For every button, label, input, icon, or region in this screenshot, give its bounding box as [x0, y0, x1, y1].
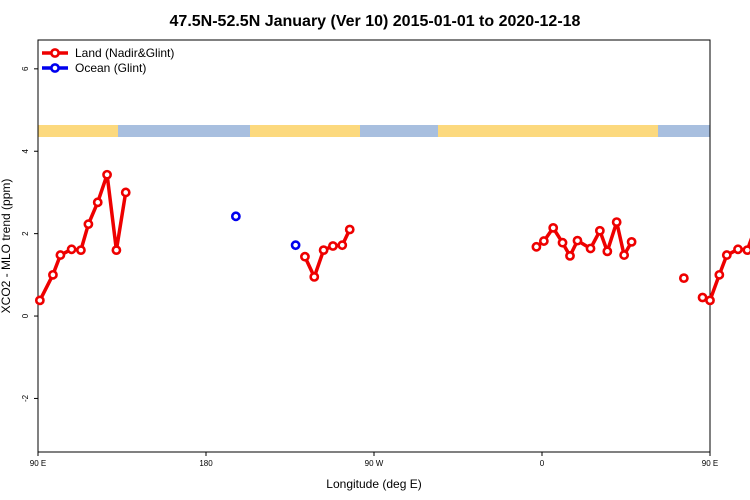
data-point [230, 211, 241, 222]
y-ticks: -2 0 2 4 6 [21, 66, 38, 402]
data-point [611, 217, 622, 228]
data-point [678, 273, 689, 284]
y-tick-label: 6 [21, 66, 30, 71]
y-tick-label: 2 [21, 231, 30, 236]
data-point [83, 219, 94, 230]
data-point [55, 250, 66, 260]
data-point [721, 250, 732, 260]
x-tick-label: 90 E [702, 459, 718, 468]
data-point [742, 245, 750, 256]
landmask-band [250, 125, 360, 137]
x-tick-label: 180 [199, 459, 213, 468]
series-line [38, 172, 128, 302]
data-point [66, 244, 77, 255]
series-ocean [230, 211, 301, 251]
legend-swatch-marker [50, 48, 60, 58]
landmask-strip [38, 125, 710, 137]
data-point [531, 241, 542, 252]
legend-swatch-marker [50, 63, 60, 73]
data-point [76, 245, 86, 256]
data-point [92, 197, 103, 208]
data-point [594, 225, 605, 236]
x-tick-label: 0 [540, 459, 545, 468]
legend-label: Ocean (Glint) [75, 61, 146, 75]
landmask-band [360, 125, 438, 137]
data-point [337, 240, 348, 251]
data-point [309, 271, 320, 282]
data-point [585, 243, 596, 254]
x-tick-label: 90 E [30, 459, 46, 468]
data-point [705, 295, 715, 306]
landmask-band [118, 125, 250, 137]
data-point [733, 244, 743, 255]
series-land [34, 169, 750, 306]
data-point [102, 169, 112, 180]
data-point [290, 240, 301, 251]
landmask-band [38, 125, 118, 137]
x-tick-label: 90 W [365, 459, 384, 468]
data-point [111, 245, 122, 256]
legend-label: Land (Nadir&Glint) [75, 46, 174, 60]
y-tick-label: -2 [21, 394, 30, 402]
data-point [300, 251, 310, 262]
data-point [557, 237, 568, 248]
landmask-band [658, 125, 710, 137]
data-point [318, 245, 329, 256]
y-axis-label: XCO2 - MLO trend (ppm) [0, 179, 13, 314]
legend: Land (Nadir&Glint)Ocean (Glint) [42, 46, 174, 75]
data-point [48, 269, 58, 280]
data-point [714, 269, 725, 280]
y-tick-label: 0 [21, 313, 30, 318]
series-layer [34, 169, 750, 306]
legend-item: Land (Nadir&Glint) [42, 46, 174, 60]
data-point [120, 187, 131, 198]
landmask-band [438, 125, 658, 137]
legend-item: Ocean (Glint) [42, 61, 146, 75]
data-point [34, 295, 45, 306]
x-axis-label: Longitude (deg E) [326, 477, 421, 491]
data-point [565, 250, 575, 261]
data-point [602, 246, 613, 257]
data-point [548, 222, 559, 233]
data-point [538, 236, 549, 246]
data-point [697, 292, 708, 303]
data-point [626, 236, 637, 247]
x-ticks: 90 E 180 90 W 0 90 E [30, 452, 718, 468]
data-point [619, 250, 630, 260]
chart-title: 47.5N-52.5N January (Ver 10) 2015-01-01 … [170, 13, 581, 30]
data-point [344, 224, 355, 235]
data-point [328, 241, 338, 251]
data-point [572, 235, 583, 246]
y-tick-label: 4 [21, 148, 30, 153]
